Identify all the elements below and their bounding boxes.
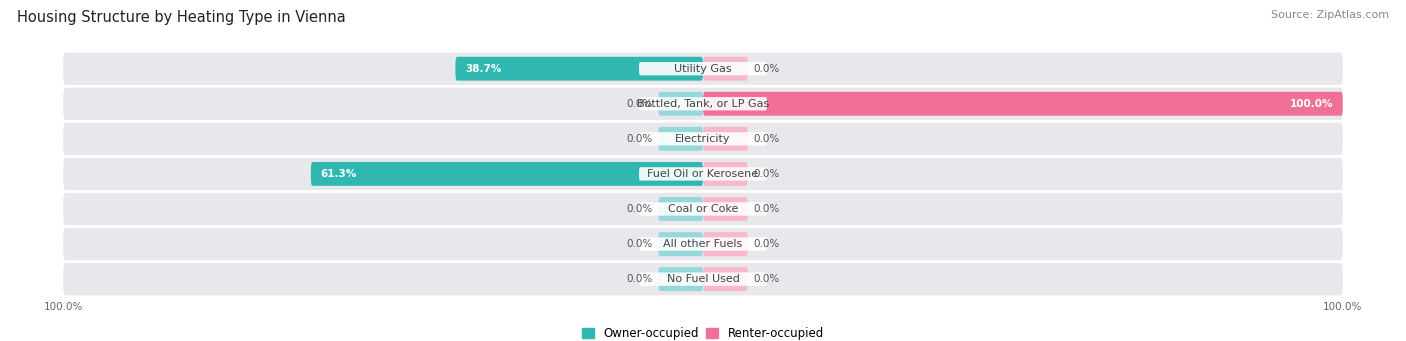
FancyBboxPatch shape (703, 267, 748, 291)
FancyBboxPatch shape (311, 162, 703, 186)
FancyBboxPatch shape (63, 158, 1343, 190)
Text: 38.7%: 38.7% (465, 64, 502, 74)
Text: 0.0%: 0.0% (627, 99, 654, 109)
FancyBboxPatch shape (63, 53, 1343, 85)
FancyBboxPatch shape (658, 92, 703, 116)
Text: Housing Structure by Heating Type in Vienna: Housing Structure by Heating Type in Vie… (17, 10, 346, 25)
FancyBboxPatch shape (640, 167, 768, 181)
Text: Fuel Oil or Kerosene: Fuel Oil or Kerosene (647, 169, 759, 179)
Text: No Fuel Used: No Fuel Used (666, 274, 740, 284)
FancyBboxPatch shape (640, 62, 768, 75)
Text: 0.0%: 0.0% (627, 134, 654, 144)
Text: Bottled, Tank, or LP Gas: Bottled, Tank, or LP Gas (637, 99, 769, 109)
FancyBboxPatch shape (703, 232, 748, 256)
Text: 0.0%: 0.0% (752, 239, 779, 249)
Text: Utility Gas: Utility Gas (675, 64, 731, 74)
Text: Electricity: Electricity (675, 134, 731, 144)
Text: 0.0%: 0.0% (627, 239, 654, 249)
FancyBboxPatch shape (63, 228, 1343, 260)
Text: 0.0%: 0.0% (752, 204, 779, 214)
FancyBboxPatch shape (703, 57, 748, 80)
FancyBboxPatch shape (703, 127, 748, 151)
Text: 0.0%: 0.0% (627, 274, 654, 284)
FancyBboxPatch shape (658, 232, 703, 256)
FancyBboxPatch shape (703, 92, 1343, 116)
Text: 0.0%: 0.0% (627, 204, 654, 214)
FancyBboxPatch shape (703, 197, 748, 221)
FancyBboxPatch shape (640, 132, 768, 146)
Text: Coal or Coke: Coal or Coke (668, 204, 738, 214)
FancyBboxPatch shape (63, 88, 1343, 120)
Text: Source: ZipAtlas.com: Source: ZipAtlas.com (1271, 10, 1389, 20)
Text: 0.0%: 0.0% (752, 64, 779, 74)
Text: 0.0%: 0.0% (752, 274, 779, 284)
Text: 61.3%: 61.3% (321, 169, 357, 179)
FancyBboxPatch shape (640, 202, 768, 216)
FancyBboxPatch shape (703, 162, 748, 186)
Text: All other Fuels: All other Fuels (664, 239, 742, 249)
FancyBboxPatch shape (640, 272, 768, 286)
Text: 0.0%: 0.0% (752, 169, 779, 179)
FancyBboxPatch shape (658, 127, 703, 151)
FancyBboxPatch shape (658, 267, 703, 291)
Legend: Owner-occupied, Renter-occupied: Owner-occupied, Renter-occupied (578, 322, 828, 341)
FancyBboxPatch shape (63, 263, 1343, 295)
Text: 0.0%: 0.0% (752, 134, 779, 144)
FancyBboxPatch shape (63, 193, 1343, 225)
FancyBboxPatch shape (640, 237, 768, 251)
FancyBboxPatch shape (640, 97, 768, 110)
Text: 100.0%: 100.0% (1289, 99, 1333, 109)
FancyBboxPatch shape (456, 57, 703, 80)
FancyBboxPatch shape (658, 197, 703, 221)
FancyBboxPatch shape (63, 123, 1343, 155)
